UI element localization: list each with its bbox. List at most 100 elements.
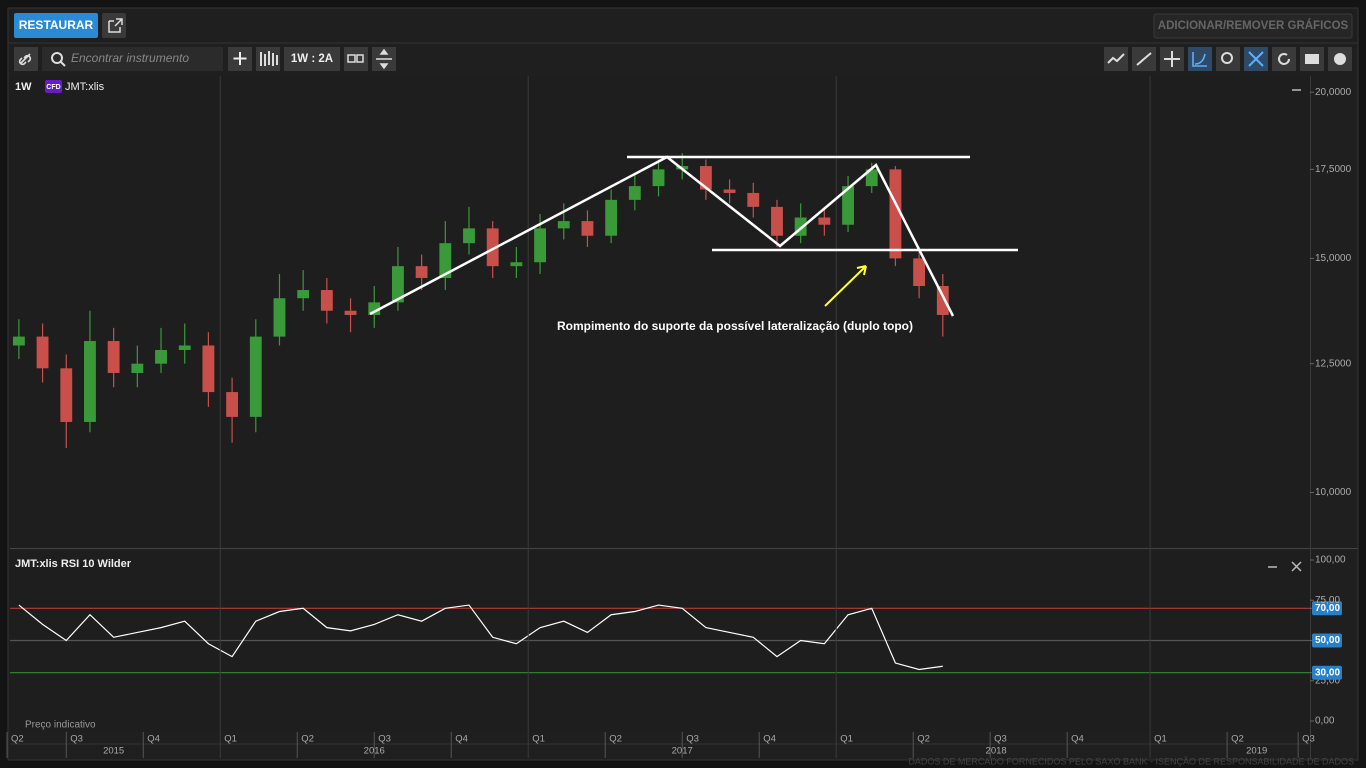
candle-body — [320, 290, 333, 311]
y-tick-label: 17,5000 — [1315, 164, 1352, 175]
candle-body — [415, 266, 428, 278]
candle-body — [818, 217, 831, 225]
candle-body — [439, 243, 452, 278]
candle-body — [794, 217, 807, 236]
y-tick-label: 70,00 — [1315, 603, 1340, 614]
x-tick-label: Q4 — [1071, 734, 1084, 745]
candle-body — [865, 169, 878, 187]
x-tick-label: Q2 — [1231, 734, 1244, 745]
symbol: JMT:xlis — [65, 81, 105, 93]
cfd-badge — [45, 80, 62, 93]
x-tick-label: Q3 — [1302, 734, 1315, 745]
indicators-icon — [1107, 53, 1125, 64]
search-box[interactable] — [42, 47, 223, 71]
price-panel — [10, 76, 1310, 547]
restore-button[interactable] — [14, 13, 98, 38]
candle-body — [557, 221, 570, 229]
x-tick-label: Q1 — [224, 734, 237, 745]
split-icon — [376, 48, 392, 70]
x-tick-label: Q3 — [70, 734, 83, 745]
year-label: 2019 — [1246, 746, 1267, 757]
candle-body — [699, 166, 712, 190]
candle-body — [344, 310, 357, 315]
candle-body — [107, 341, 120, 373]
candle-body — [510, 262, 523, 267]
search-placeholder: Encontrar instrumento — [71, 51, 189, 65]
year-label: 2015 — [103, 746, 124, 757]
candle-body — [771, 206, 783, 236]
indicators-button[interactable] — [1104, 47, 1128, 71]
candle-body — [486, 228, 499, 267]
zoom-button[interactable] — [1216, 47, 1240, 71]
candle-body — [392, 266, 404, 303]
candle-body — [628, 186, 641, 200]
fit-icon — [1248, 51, 1264, 67]
add-remove-button[interactable] — [1153, 13, 1353, 39]
y-tick-label: 15,0000 — [1315, 253, 1352, 264]
rsi-title: JMT:xlis RSI 10 Wilder — [15, 558, 132, 570]
candle-body — [534, 228, 546, 263]
y-tick-label: 12,5000 — [1315, 358, 1352, 369]
candle-body — [581, 221, 594, 236]
candle-body — [297, 290, 310, 299]
candle-body — [652, 169, 665, 187]
candle-body — [155, 349, 167, 364]
reset-icon — [1278, 53, 1290, 65]
x-tick-label: Q3 — [686, 734, 699, 745]
curve-icon — [1192, 52, 1207, 67]
annotation: Rompimento do suporte da possível latera… — [557, 319, 913, 333]
restore-label: RESTAURAR — [19, 18, 94, 32]
candle-body — [202, 345, 215, 393]
candle-body — [226, 392, 239, 417]
x-tick-label: Q3 — [378, 734, 391, 745]
y-tick-label: 100,00 — [1315, 555, 1346, 566]
x-tick-label: Q4 — [763, 734, 776, 745]
search-icon — [51, 52, 63, 64]
candle-body — [60, 368, 73, 422]
y-tick-box — [1312, 633, 1342, 648]
candle-body — [178, 345, 191, 350]
x-tick-label: Q2 — [301, 734, 314, 745]
user-drawings — [369, 155, 1018, 317]
y-tick-label: 75,00 — [1315, 595, 1340, 606]
price-note: Preço indicativo — [25, 720, 96, 731]
add-remove-label: ADICIONAR/REMOVER GRÁFICOS — [1158, 19, 1349, 32]
candle-body — [131, 363, 144, 373]
add-icon — [233, 52, 247, 65]
candle-body — [273, 298, 286, 337]
search-icon-handle — [60, 61, 66, 67]
crosshair-icon — [1164, 51, 1180, 67]
reset-button[interactable] — [1272, 47, 1296, 71]
snapshot-icon — [1305, 54, 1319, 64]
x-tick-label: Q1 — [1154, 734, 1167, 745]
y-tick-box — [1312, 665, 1342, 680]
annotation-arrow — [824, 265, 867, 307]
candle-body — [368, 302, 381, 315]
candle-body — [842, 186, 854, 225]
candle-body — [723, 189, 736, 193]
x-tick-label: Q2 — [917, 734, 930, 745]
candle-body — [463, 228, 475, 244]
curve-button[interactable] — [1188, 47, 1212, 71]
rsi-close-icon[interactable] — [1291, 561, 1302, 572]
y-tick-label: 20,0000 — [1315, 87, 1352, 98]
candle-body — [36, 336, 49, 369]
footer: DADOS DE MERCADO FORNECIDOS PELO SAXO BA… — [908, 756, 1354, 766]
y-tick-label: 25,00 — [1315, 675, 1340, 686]
candle-body — [889, 169, 902, 259]
x-tick-label: Q1 — [532, 734, 545, 745]
candle-body — [605, 199, 618, 236]
candle-body — [747, 192, 760, 207]
x-tick-label: Q3 — [994, 734, 1007, 745]
rsi-line — [18, 604, 943, 671]
x-tick-label: Q2 — [11, 734, 24, 745]
y-tick-box — [1312, 601, 1342, 616]
year-label: 2017 — [672, 746, 693, 757]
popout-button[interactable] — [102, 13, 126, 38]
interval-button[interactable] — [284, 47, 340, 71]
interval-label: 1W : 2A — [291, 53, 333, 65]
settings-icon — [1334, 53, 1346, 65]
x-tick-label: Q4 — [455, 734, 468, 745]
